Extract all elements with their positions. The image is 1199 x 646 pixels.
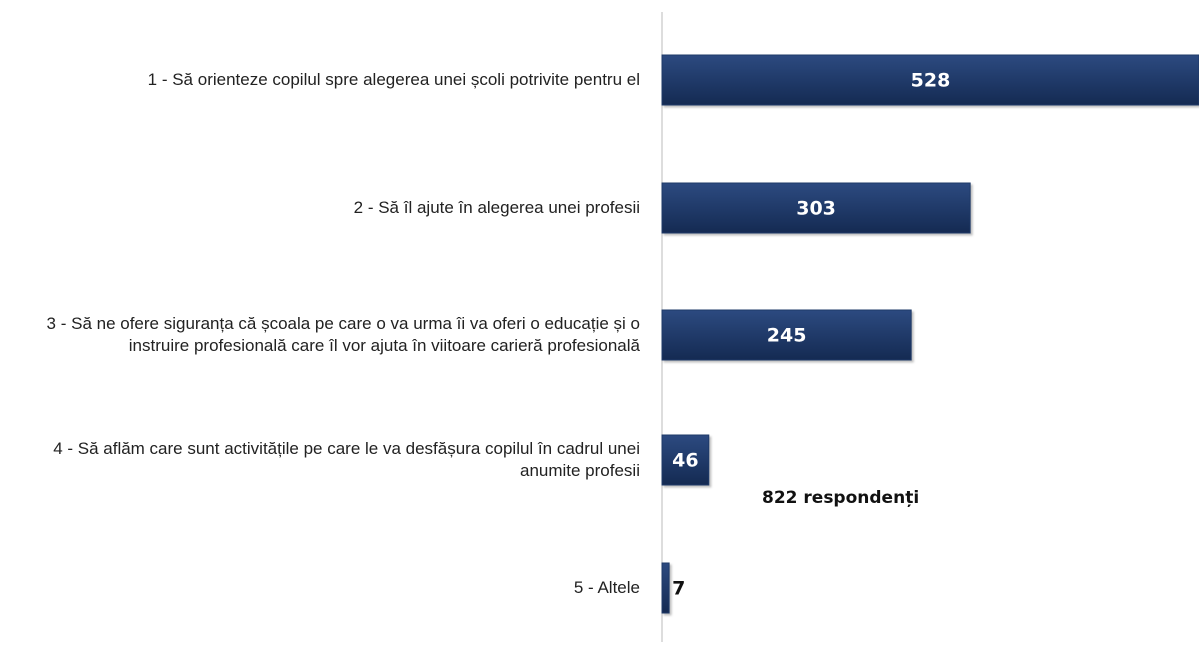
value-label: 245 [767, 325, 807, 347]
value-label: 303 [796, 198, 836, 220]
value-label: 7 [672, 578, 685, 600]
bar [661, 562, 670, 614]
value-label: 528 [911, 70, 951, 92]
value-label: 46 [672, 450, 698, 472]
category-label: 3 - Să ne ofere siguranța că școala pe c… [46, 314, 640, 355]
category-label: 2 - Să îl ajute în alegerea unei profesi… [353, 198, 640, 217]
bar [661, 309, 912, 361]
bar [661, 182, 971, 234]
category-label: 5 - Altele [573, 578, 640, 597]
category-label: 1 - Să orienteze copilul spre alegerea u… [147, 70, 640, 89]
bar [661, 434, 710, 486]
category-label: 4 - Să aflăm care sunt activitățile pe c… [53, 439, 640, 480]
bar [661, 54, 1199, 106]
annotation: 822 respondenți [762, 488, 920, 508]
